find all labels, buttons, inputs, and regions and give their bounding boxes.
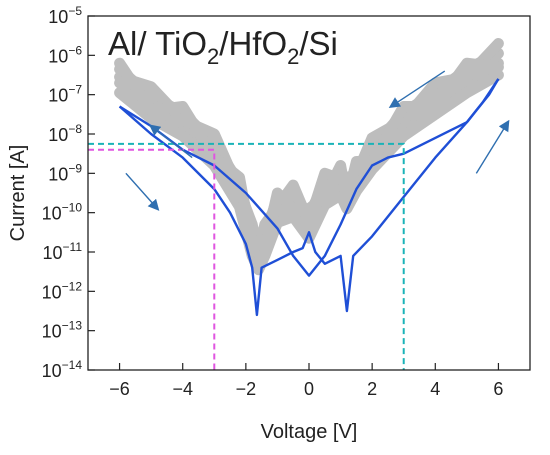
gray-sweep-curve-5: [114, 57, 504, 254]
y-tick-label: 10−14: [42, 358, 83, 381]
y-tick-label: 10−8: [48, 122, 82, 145]
magenta-guide-line: [88, 148, 216, 370]
y-tick-label: 10−12: [42, 279, 83, 302]
y-tick-label: 10−5: [48, 4, 82, 27]
y-tick-label: 10−13: [42, 319, 83, 342]
x-tick-label: −6: [109, 379, 130, 399]
x-axis-label: Voltage [V]: [261, 421, 358, 443]
x-tick-label: 0: [304, 379, 314, 399]
arrow-lower-right: [475, 119, 510, 174]
x-tick-label: 4: [430, 379, 440, 399]
chart-title: Al/ TiO2/HfO2/Si: [108, 25, 338, 69]
y-tick-label: 10−9: [48, 161, 82, 184]
x-tick-label: −2: [236, 379, 257, 399]
x-tick-label: 2: [367, 379, 377, 399]
gray-sweep-curve-3: [114, 69, 504, 276]
cyan-guide-line: [88, 142, 405, 370]
blue-sweep-curve-1: [118, 78, 500, 317]
y-axis-label: Current [A]: [7, 145, 29, 242]
y-tick-label: 10−6: [48, 43, 82, 66]
y-tick-label: 10−7: [48, 83, 82, 106]
y-tick-label: 10−11: [43, 240, 83, 263]
x-tick-label: 6: [493, 379, 503, 399]
x-tick-label: −4: [172, 379, 193, 399]
y-tick-label: 10−10: [42, 201, 83, 224]
arrow-upper-right: [388, 70, 446, 109]
arrow-lower-left: [125, 172, 160, 211]
arrow-upper-left: [148, 124, 193, 159]
blue-sweep-curve-2: [118, 78, 500, 277]
